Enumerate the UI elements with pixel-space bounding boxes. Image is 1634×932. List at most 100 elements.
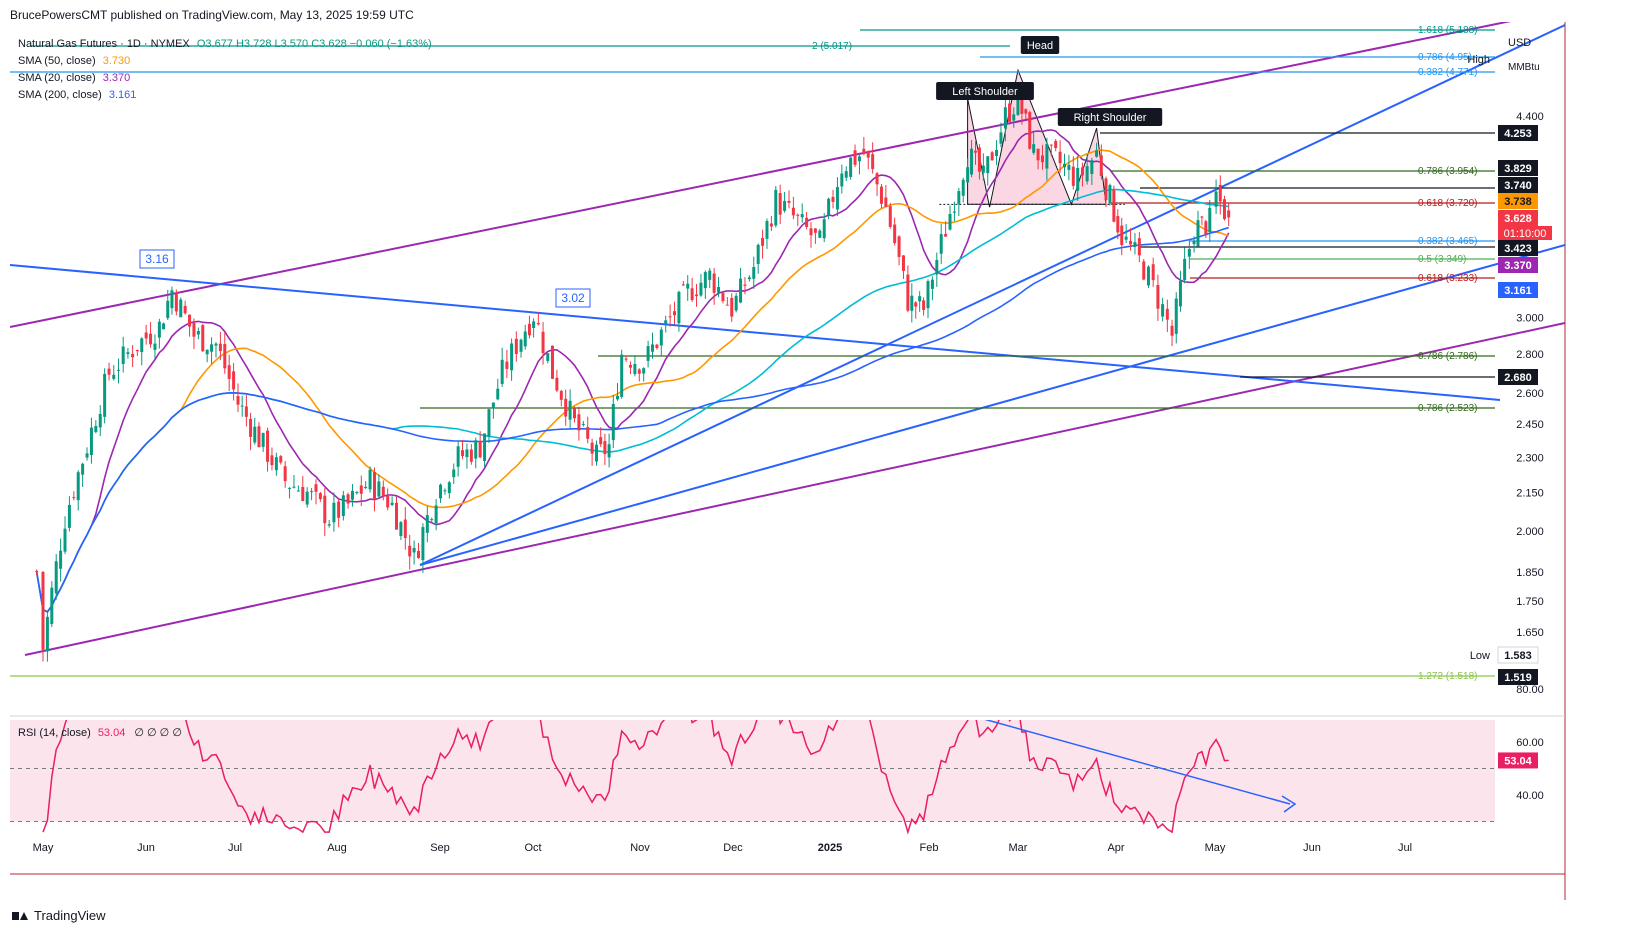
candle-body[interactable] [270,455,274,466]
candle-body[interactable] [862,148,866,154]
candle-body[interactable] [350,490,354,500]
candle-body[interactable] [813,228,817,233]
candle-body[interactable] [901,255,905,271]
candle-body[interactable] [977,147,981,172]
candle-body[interactable] [310,491,314,493]
candle-body[interactable] [126,352,130,354]
candle-body[interactable] [1054,140,1058,149]
candle-body[interactable] [288,487,292,489]
candle-body[interactable] [555,377,559,391]
candle-body[interactable] [1129,240,1133,245]
candle-body[interactable] [1133,242,1137,247]
candle-body[interactable] [573,408,577,419]
candle-body[interactable] [703,272,707,289]
candle-body[interactable] [939,234,943,254]
candle-body[interactable] [778,193,782,215]
candle-body[interactable] [725,304,729,306]
candle-body[interactable] [914,302,918,307]
candle-body[interactable] [970,148,974,175]
candle-body[interactable] [739,278,743,303]
candle-body[interactable] [935,260,939,275]
candle-body[interactable] [456,446,460,467]
candle-body[interactable] [849,157,853,177]
candle-body[interactable] [835,187,839,210]
candle-body[interactable] [112,374,116,379]
candle-body[interactable] [67,504,71,528]
candle-body[interactable] [879,186,883,204]
candle-body[interactable] [888,206,892,227]
candle-body[interactable] [72,497,76,499]
candle-body[interactable] [403,519,407,539]
candle-body[interactable] [527,323,531,336]
candle-body[interactable] [166,300,170,319]
sma200-line[interactable] [35,226,1229,613]
candle-body[interactable] [1112,189,1116,222]
candle-body[interactable] [774,189,778,226]
candle-body[interactable] [188,314,192,327]
candle-body[interactable] [546,353,550,361]
trendline-steep[interactable] [419,24,1565,566]
candle-body[interactable] [274,457,278,471]
candle-body[interactable] [695,294,699,297]
candle-body[interactable] [853,150,857,165]
candle-body[interactable] [1187,249,1191,257]
candle-body[interactable] [550,345,554,379]
candle-body[interactable] [651,344,655,352]
candle-body[interactable] [519,339,523,352]
candle-body[interactable] [452,469,456,478]
footer-brand[interactable]: TradingView [34,908,106,923]
candle-body[interactable] [966,167,970,183]
candle-body[interactable] [1080,167,1084,176]
candle-body[interactable] [266,430,270,462]
candle-body[interactable] [922,300,926,310]
candle-body[interactable] [1214,191,1218,207]
candle-body[interactable] [1146,266,1150,286]
candle-body[interactable] [236,396,240,405]
candle-body[interactable] [930,279,934,289]
candle-body[interactable] [318,493,322,500]
candle-body[interactable] [131,353,135,358]
candle-body[interactable] [249,418,253,437]
candle-body[interactable] [359,485,363,494]
candle-body[interactable] [1045,144,1049,169]
candle-body[interactable] [1218,184,1222,202]
candle-body[interactable] [910,295,914,311]
candle-body[interactable] [690,288,694,301]
candle-body[interactable] [699,282,703,296]
candle-body[interactable] [162,323,166,330]
candle-body[interactable] [98,413,102,428]
candle-body[interactable] [364,486,368,488]
candle-body[interactable] [1192,240,1196,245]
candle-body[interactable] [279,456,283,463]
candle-body[interactable] [957,191,961,204]
candle-body[interactable] [483,433,487,461]
candle-body[interactable] [628,364,632,368]
candle-body[interactable] [417,551,421,558]
candle-body[interactable] [1227,210,1231,218]
candle-body[interactable] [668,316,672,318]
candle-body[interactable] [210,344,214,352]
candle-body[interactable] [1178,280,1182,307]
candle-body[interactable] [559,390,563,400]
candle-body[interactable] [961,179,965,196]
candle-body[interactable] [63,528,67,552]
candle-body[interactable] [646,346,650,361]
symbol-row[interactable]: Natural Gas Futures · 1D · NYMEX O3.677 … [18,36,432,53]
candle-body[interactable] [103,373,107,417]
candle-body[interactable] [1036,148,1040,161]
candle-body[interactable] [327,524,331,526]
candle-body[interactable] [1137,238,1141,256]
candle-body[interactable] [1085,166,1089,182]
candle-body[interactable] [1200,216,1204,218]
candle-body[interactable] [89,427,93,456]
candle-body[interactable] [603,441,607,455]
candle-body[interactable] [76,472,80,501]
candle-body[interactable] [412,547,416,553]
candle-body[interactable] [81,463,85,475]
candle-body[interactable] [253,426,257,443]
candle-body[interactable] [787,200,791,203]
candle-body[interactable] [536,323,540,325]
candle-body[interactable] [461,450,465,456]
candle-body[interactable] [465,449,469,458]
candle-body[interactable] [1120,225,1124,245]
